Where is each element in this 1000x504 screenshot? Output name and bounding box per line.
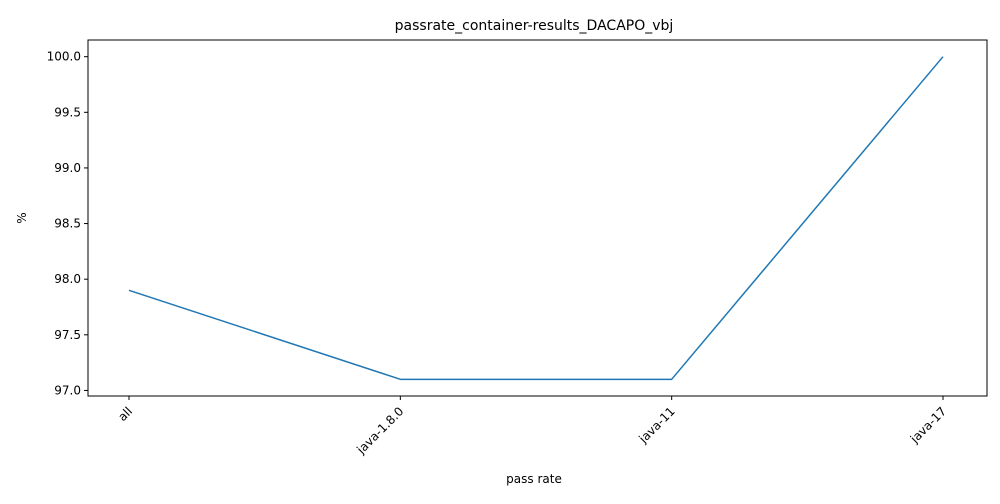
y-tick-label: 99.0	[54, 161, 81, 175]
y-tick-label: 100.0	[47, 50, 81, 64]
y-tick-label: 98.0	[54, 272, 81, 286]
series-line	[128, 56, 944, 381]
y-axis-ticks: 97.0 97.5 98.0 98.5 99.0 99.5 100.0	[47, 50, 88, 397]
y-tick-label: 99.5	[54, 105, 81, 119]
x-tick-label: java-17	[907, 404, 949, 446]
x-tick-label: java-11	[636, 404, 678, 446]
x-axis-label: pass rate	[506, 472, 562, 486]
data-point	[128, 289, 131, 292]
data-point	[399, 378, 402, 381]
x-tick-label: java-1.8.0	[353, 404, 406, 457]
y-tick-label: 97.0	[54, 383, 81, 397]
chart-title: passrate_container-results_DACAPO_vbj	[395, 18, 674, 34]
y-tick-label: 97.5	[54, 328, 81, 342]
plot-area-frame	[87, 39, 988, 397]
y-axis-label: %	[15, 212, 29, 223]
x-tick-label: all	[115, 404, 135, 424]
series-layer	[128, 55, 945, 381]
data-point	[670, 378, 673, 381]
x-axis-ticks: all java-1.8.0 java-11 java-17	[115, 396, 949, 457]
y-tick-label: 98.5	[54, 217, 81, 231]
data-point	[942, 55, 945, 58]
